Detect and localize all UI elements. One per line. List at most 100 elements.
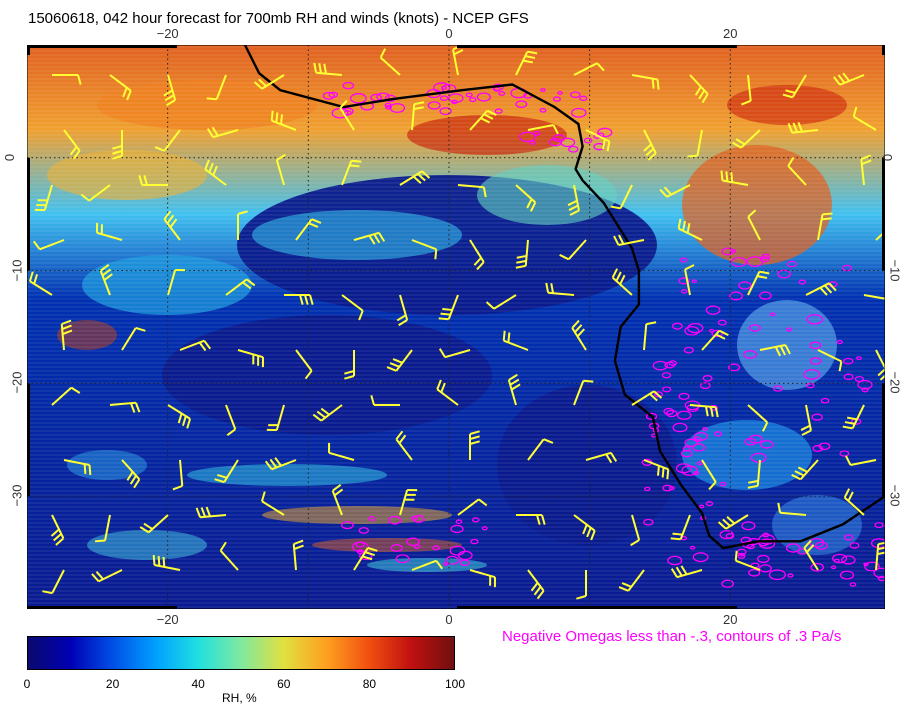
wind-barb — [515, 184, 537, 212]
wind-barb — [167, 404, 192, 429]
wind-barb — [670, 514, 691, 541]
wind-barb — [295, 218, 322, 241]
wind-barb — [860, 154, 872, 186]
wind-barb — [469, 239, 485, 271]
wind-barb — [643, 321, 657, 351]
lat-tick-label-right: 0 — [880, 153, 896, 161]
wind-barb — [328, 442, 355, 461]
wind-barb — [863, 294, 885, 300]
wind-barb — [225, 404, 237, 437]
wind-barb — [791, 459, 819, 481]
wind-barb — [643, 129, 657, 161]
wind-barb — [573, 514, 596, 541]
wind-barb — [527, 438, 554, 461]
wind-barb — [206, 74, 227, 101]
wind-barb — [260, 491, 285, 516]
wind-barb — [803, 539, 819, 571]
wind-barb — [237, 349, 264, 368]
lon-tick-label-bottom: 0 — [445, 612, 453, 627]
wind-barb — [438, 294, 459, 321]
wind-barb — [571, 319, 587, 351]
wind-barb — [545, 282, 575, 296]
lon-tick-label-top: −20 — [156, 26, 179, 41]
wind-barb — [253, 74, 285, 90]
wind-barb — [630, 514, 641, 547]
wind-barb — [344, 350, 355, 380]
colorbar-tick: 0 — [23, 677, 31, 691]
colorbar-tick: 20 — [105, 677, 120, 691]
wind-barb — [195, 506, 227, 519]
wind-barb — [312, 404, 343, 422]
wind-barb — [339, 99, 355, 131]
wind-barb — [516, 514, 546, 525]
wind-barb — [611, 268, 633, 296]
wind-barb — [875, 349, 885, 381]
wind-barb — [121, 459, 141, 489]
wind-barb — [63, 129, 81, 160]
wind-barb — [396, 294, 409, 327]
colorbar-tick: 100 — [444, 677, 466, 691]
lat-tick-label-right: −30 — [887, 484, 903, 507]
wind-barb — [163, 74, 177, 107]
wind-barb — [399, 170, 431, 186]
wind-barb — [720, 170, 749, 186]
wind-barb — [163, 210, 181, 241]
wind-barb — [852, 106, 877, 131]
wind-barb — [313, 62, 343, 76]
wind-barb — [469, 430, 480, 460]
wind-barb — [469, 569, 496, 588]
wind-barb — [138, 175, 168, 186]
wind-barb — [266, 404, 285, 431]
wind-barb — [507, 373, 521, 406]
wind-barb — [109, 401, 141, 413]
colorbar-tick: 40 — [191, 677, 205, 691]
wind-barb — [717, 514, 749, 530]
wind-barb — [457, 184, 487, 198]
wind-barb — [759, 344, 791, 357]
wind-barb — [52, 74, 82, 85]
wind-barb — [701, 329, 729, 351]
map-title: 15060618, 042 hour forecast for 700mb RH… — [28, 10, 529, 27]
wind-barb — [567, 184, 580, 216]
wind-barb — [172, 459, 184, 491]
lon-tick-label-top: 20 — [723, 26, 738, 41]
wind-barb — [502, 330, 529, 351]
wind-barb — [515, 50, 538, 76]
wind-barb — [515, 239, 529, 269]
wind-barb — [121, 326, 146, 351]
wind-barb — [353, 231, 386, 245]
wind-barb — [731, 129, 761, 149]
wind-barb — [112, 130, 123, 160]
wind-barb — [842, 404, 865, 430]
wind-barb — [701, 459, 717, 491]
wind-barb — [689, 74, 709, 104]
wind-barb — [264, 457, 297, 471]
wind-barb — [99, 263, 113, 296]
wind-barb — [399, 489, 418, 516]
wind-barb — [875, 541, 885, 571]
wind-barb — [204, 159, 227, 186]
rh-colorbar — [27, 636, 455, 670]
wind-barb — [50, 514, 65, 546]
lat-tick-label-left: −20 — [9, 371, 25, 394]
wind-barb — [747, 209, 761, 241]
wind-barb — [527, 569, 545, 600]
wind-barb — [214, 459, 239, 484]
wind-barb — [527, 124, 559, 135]
wind-barb — [395, 430, 413, 461]
wind-barb — [219, 541, 239, 571]
lon-tick-label-bottom: −20 — [156, 612, 179, 627]
wind-barb — [167, 269, 186, 296]
wind-barb — [438, 348, 471, 359]
wind-barb — [787, 156, 807, 186]
wind-barb — [613, 234, 645, 246]
wind-barb — [32, 239, 65, 251]
wind-barb — [152, 554, 181, 571]
wind-barb — [631, 74, 660, 90]
coastline — [243, 45, 885, 550]
wind-barb — [777, 502, 807, 516]
wind-barb — [411, 101, 425, 131]
lat-tick-label-right: −20 — [887, 371, 903, 394]
wind-barb — [677, 218, 703, 241]
lat-tick-label-left: 0 — [2, 153, 18, 161]
